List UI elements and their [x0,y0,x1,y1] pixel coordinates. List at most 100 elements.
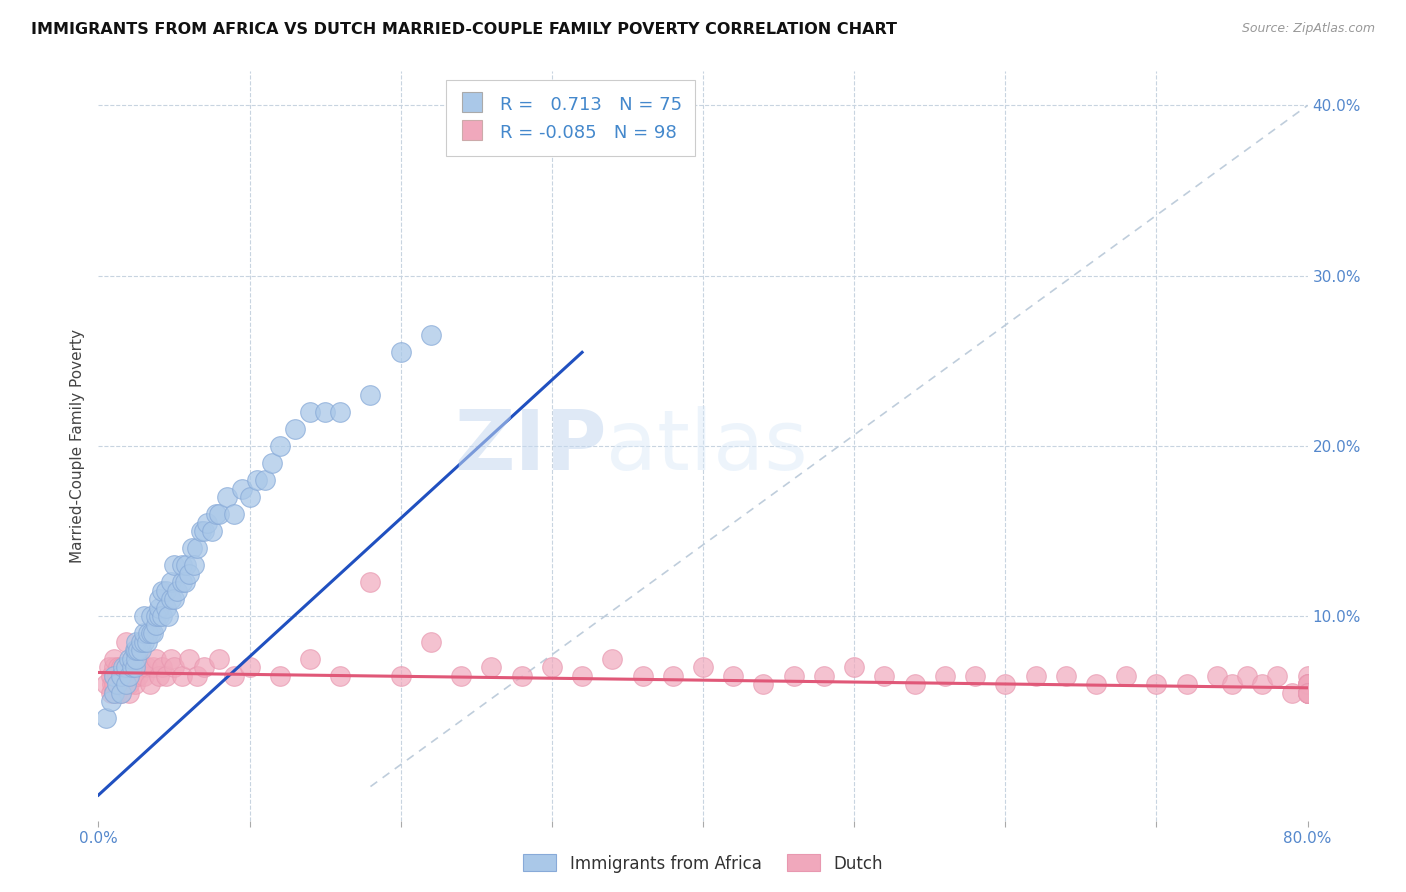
Point [602,652,624,666]
Point [360,388,382,402]
Point [114,660,136,674]
Point [1024,669,1046,683]
Point [145,652,167,666]
Point [284,422,307,436]
Point [904,677,927,691]
Point [150,583,173,598]
Point [723,669,745,683]
Point [100,686,122,700]
Point [103,669,125,683]
Point [193,524,215,538]
Point [114,677,136,691]
Point [163,558,186,573]
Point [132,609,155,624]
Point [170,558,193,573]
Point [299,652,322,666]
Point [1296,686,1319,700]
Point [100,669,122,683]
Point [125,652,148,666]
Point [186,541,208,556]
Point [135,660,157,674]
Point [179,652,201,666]
Point [253,473,276,487]
Point [105,686,128,700]
Point [107,660,129,674]
Point [118,686,141,700]
Point [224,669,246,683]
Text: atlas: atlas [606,406,808,486]
Point [136,626,159,640]
Point [150,660,173,674]
Point [145,617,167,632]
Point [124,660,146,674]
Point [181,541,204,556]
Point [450,669,472,683]
Point [125,643,148,657]
Point [170,669,193,683]
Point [166,583,188,598]
Point [1281,686,1303,700]
Point [111,660,134,674]
Point [844,660,866,674]
Text: IMMIGRANTS FROM AFRICA VS DUTCH MARRIED-COUPLE FAMILY POVERTY CORRELATION CHART: IMMIGRANTS FROM AFRICA VS DUTCH MARRIED-… [31,22,897,37]
Point [108,677,131,691]
Point [121,660,143,674]
Point [110,669,132,683]
Point [127,652,149,666]
Point [163,592,186,607]
Point [173,575,195,590]
Point [127,669,149,683]
Point [965,669,987,683]
Point [139,677,162,691]
Point [160,592,183,607]
Point [174,558,197,573]
Point [103,669,125,683]
Point [129,643,152,657]
Point [114,635,136,649]
Point [1085,677,1108,691]
Point [114,660,136,674]
Point [1115,669,1137,683]
Point [1206,669,1229,683]
Point [224,507,246,521]
Point [215,490,238,504]
Legend: R =   0.713   N = 75, R = -0.085   N = 98: R = 0.713 N = 75, R = -0.085 N = 98 [446,80,695,156]
Point [141,626,163,640]
Point [994,677,1017,691]
Point [360,575,382,590]
Point [631,669,654,683]
Point [111,677,134,691]
Point [329,405,352,419]
Point [118,669,141,683]
Point [160,652,183,666]
Point [141,609,163,624]
Point [118,669,141,683]
Point [121,669,143,683]
Point [1296,686,1319,700]
Point [193,660,215,674]
Point [103,677,125,691]
Point [269,439,291,453]
Point [142,626,165,640]
Point [873,669,896,683]
Point [329,669,352,683]
Point [100,694,122,708]
Point [110,686,132,700]
Point [132,626,155,640]
Point [150,609,173,624]
Point [692,660,714,674]
Point [103,686,125,700]
Point [98,660,121,674]
Point [101,677,124,691]
Point [114,669,136,683]
Point [420,635,443,649]
Point [1220,677,1243,691]
Point [783,669,806,683]
Point [124,660,146,674]
Point [1236,669,1258,683]
Point [1296,677,1319,691]
Point [239,490,262,504]
Point [156,609,179,624]
Point [1296,677,1319,691]
Point [183,558,205,573]
